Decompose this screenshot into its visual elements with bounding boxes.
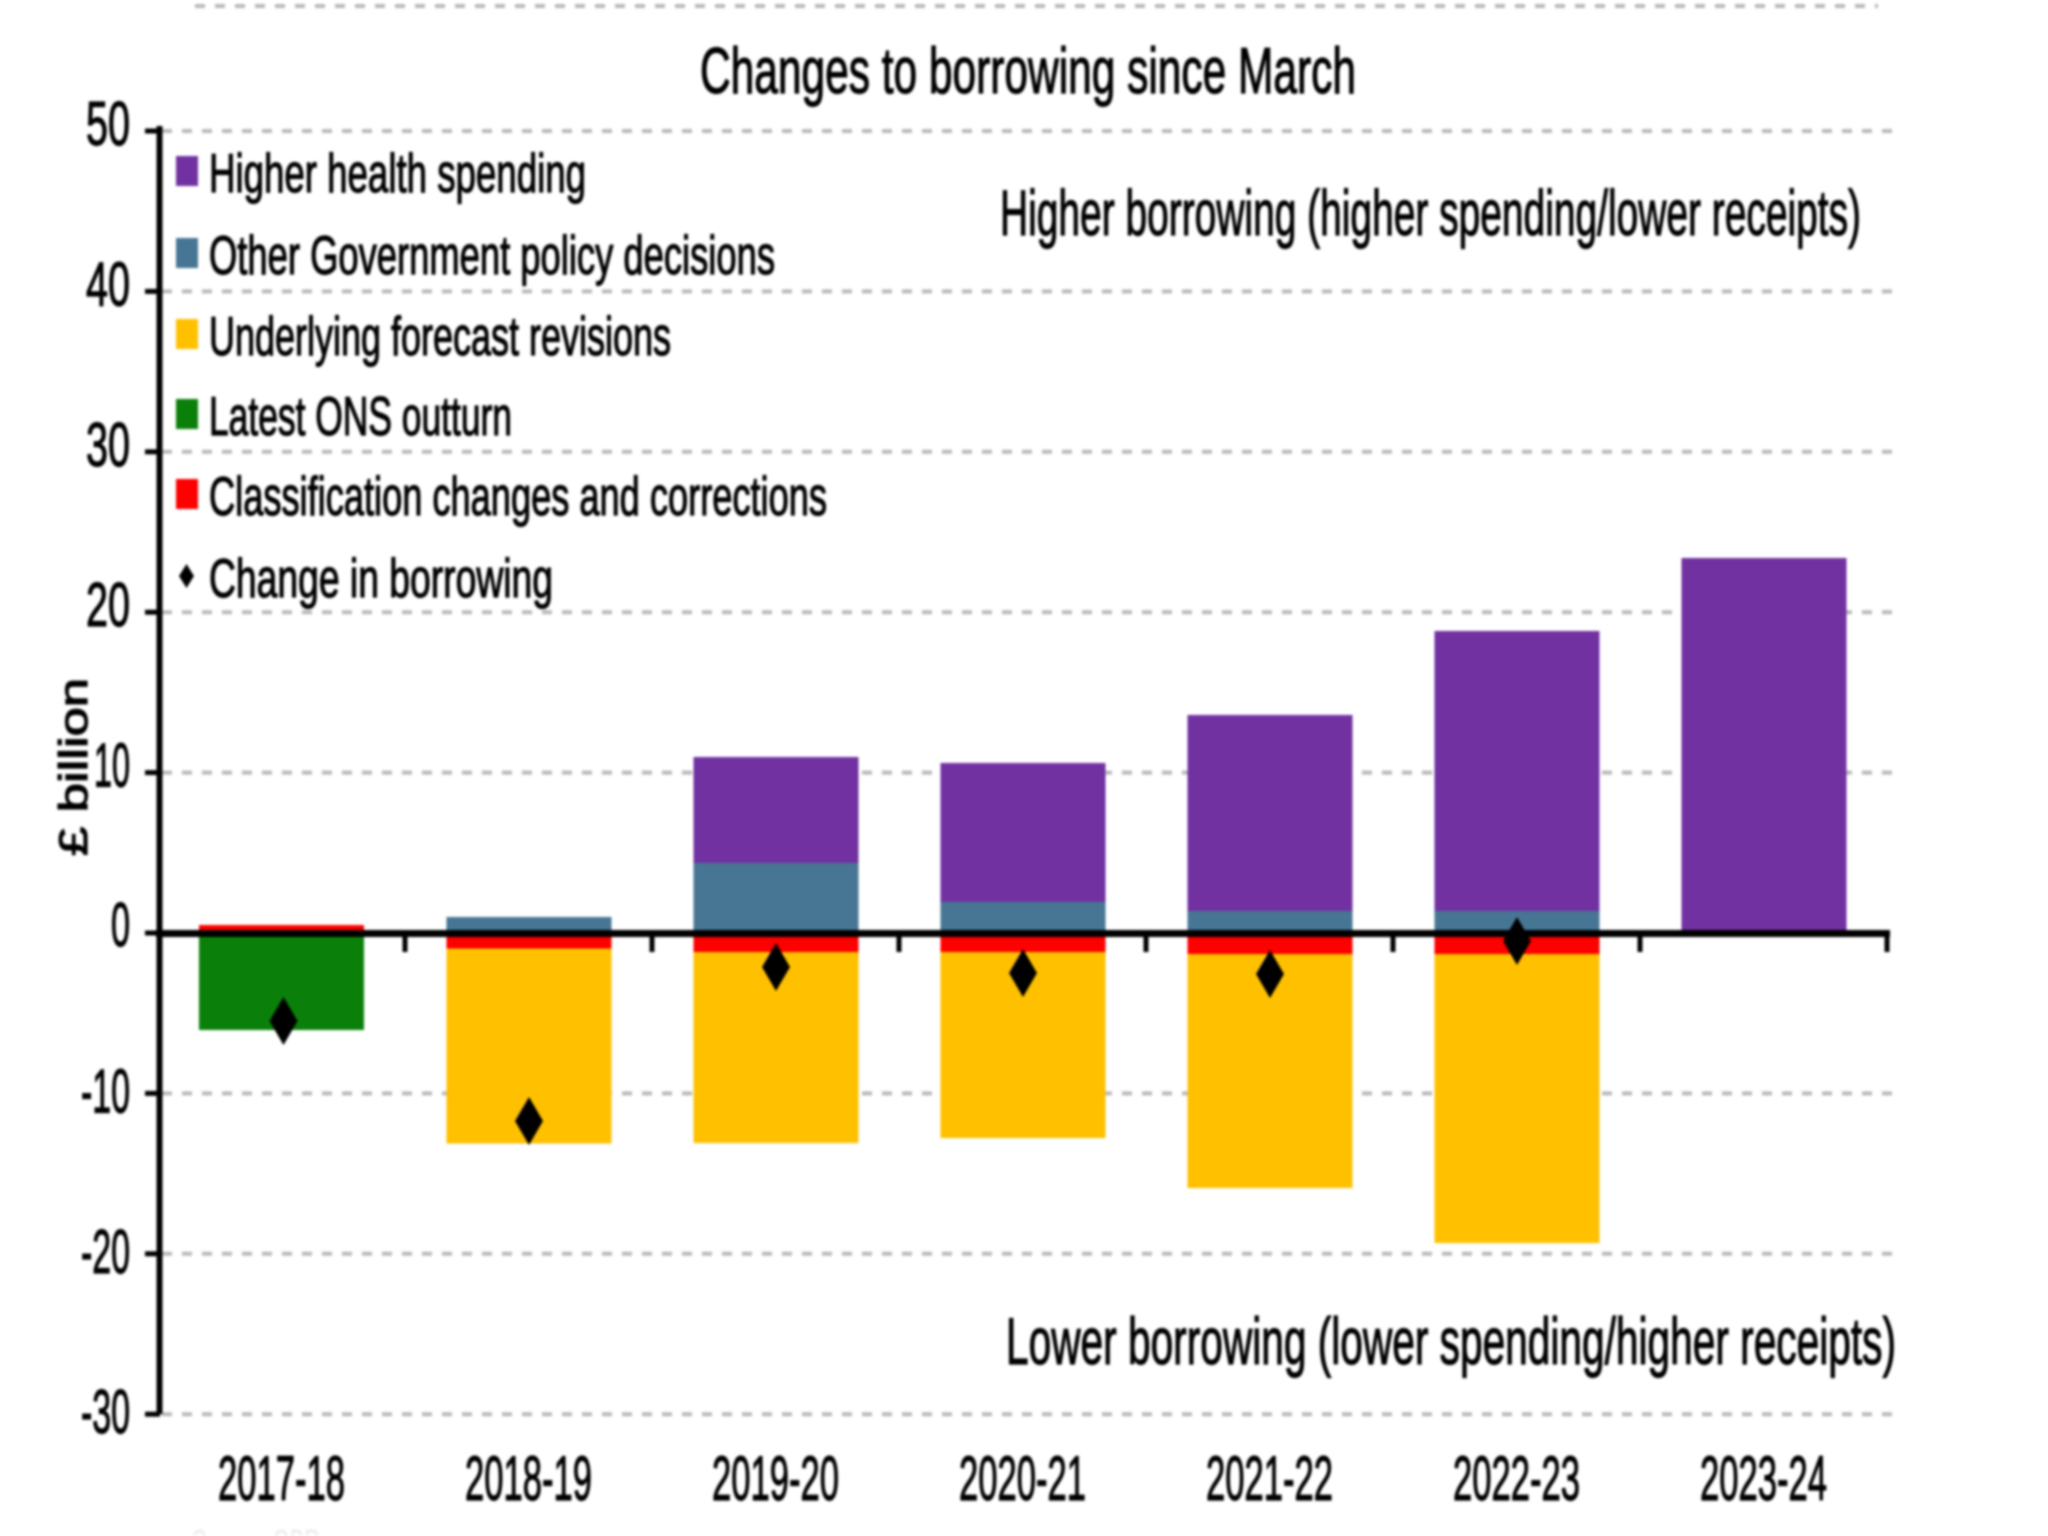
svg-text:Higher borrowing (higher spend: Higher borrowing (higher spending/lower …: [1000, 177, 1861, 249]
svg-text:Changes to borrowing since Mar: Changes to borrowing since March: [700, 34, 1356, 107]
svg-text:Underlying forecast revisions: Underlying forecast revisions: [209, 305, 671, 367]
svg-text:2020-21: 2020-21: [959, 1444, 1086, 1514]
svg-text:50: 50: [86, 90, 130, 159]
svg-text:2023-24: 2023-24: [1700, 1444, 1827, 1514]
svg-text:Other Government policy decisi: Other Government policy decisions: [209, 224, 775, 286]
svg-text:Higher health spending: Higher health spending: [209, 142, 586, 204]
svg-text:30: 30: [86, 411, 130, 480]
svg-text:40: 40: [86, 250, 130, 319]
svg-text:£ billion: £ billion: [52, 678, 96, 856]
svg-text:10: 10: [94, 732, 130, 801]
svg-text:2018-19: 2018-19: [465, 1444, 592, 1514]
svg-text:2017-18: 2017-18: [218, 1444, 345, 1514]
svg-text:Lower borrowing (lower spendin: Lower borrowing (lower spending/higher r…: [1006, 1304, 1896, 1378]
svg-text:2021-22: 2021-22: [1206, 1444, 1333, 1514]
svg-text:-10: -10: [81, 1057, 130, 1126]
svg-text:-20: -20: [81, 1218, 130, 1287]
svg-text:20: 20: [86, 571, 130, 640]
svg-text:2019-20: 2019-20: [712, 1444, 839, 1514]
svg-text:Source: OBR: Source: OBR: [192, 1523, 320, 1536]
svg-text:2022-23: 2022-23: [1453, 1444, 1580, 1514]
svg-text:-30: -30: [81, 1378, 130, 1447]
svg-text:Latest ONS outturn: Latest ONS outturn: [209, 385, 512, 447]
svg-text:Classification changes and cor: Classification changes and corrections: [209, 465, 827, 527]
svg-text:0: 0: [111, 891, 130, 960]
svg-text:Change in borrowing: Change in borrowing: [209, 547, 553, 609]
